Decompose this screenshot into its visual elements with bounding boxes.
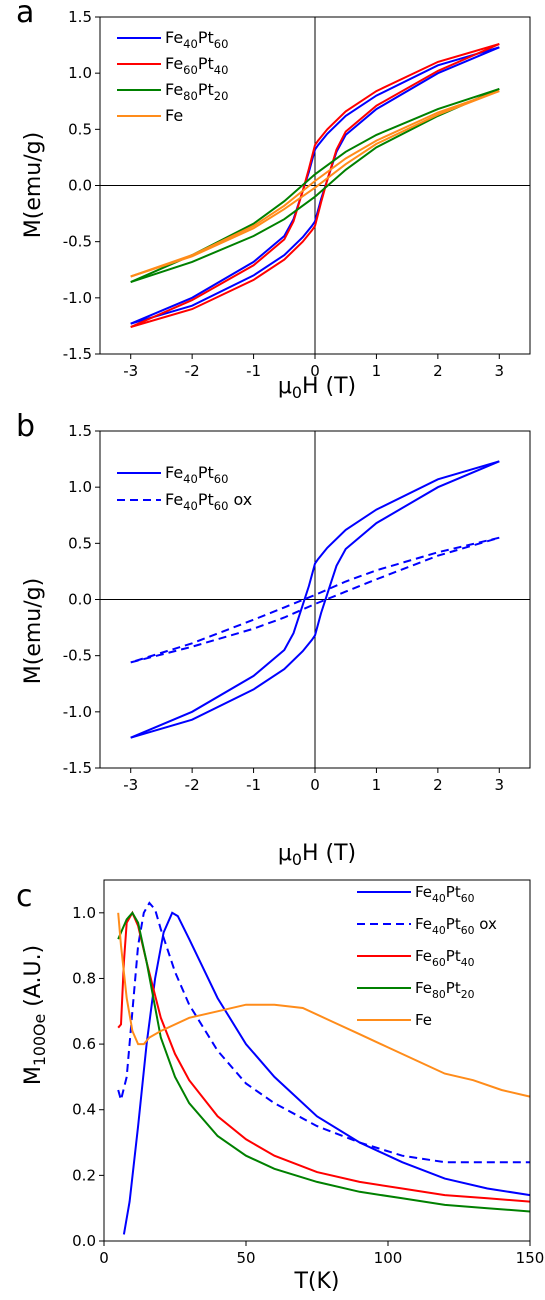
panel-c-label: c (16, 879, 33, 914)
panel-a: a -3 -2 -1 0 1 2 3 -1.5 -1.0 -0.5 0.0 0.5 1.0 1.5 Fe40… (16, 0, 531, 402)
panel-c: c 0 50 100 150 0.0 0.2 0.4 0.6 0.8 1.0 Fe40Pt60 Fe4… (16, 879, 544, 1294)
x-tick-label: -2 (185, 362, 200, 380)
legend-label-0: Fe40Pt60 (165, 28, 228, 51)
series-line-1-ascending (130, 536, 500, 664)
series-line-3-descending (130, 90, 500, 278)
x-tick-label: 1 (372, 776, 382, 794)
x-tick-label: 0 (310, 776, 320, 794)
x-tick-label: 150 (516, 1249, 545, 1267)
series-line-2 (117, 910, 531, 1203)
series-line-0-ascending (130, 460, 500, 739)
y-tick-label: 0.4 (72, 1101, 96, 1119)
x-tick-label: -3 (123, 776, 138, 794)
legend-label-3: Fe (165, 106, 183, 125)
legend-label-1: Fe60Pt40 (165, 54, 228, 77)
series-line-1-descending (130, 43, 500, 328)
y-tick-label: 1.5 (68, 8, 92, 26)
y-tick-label: 0.2 (72, 1166, 96, 1184)
x-tick-label: 0 (99, 1249, 109, 1267)
y-tick-label: 1.0 (68, 478, 92, 496)
plot-b-xlabel: μ0H (T) (278, 841, 356, 869)
plot-c-xlabel: T(K) (293, 1269, 339, 1294)
y-tick-label: 0.8 (72, 969, 96, 987)
legend-label-2: Fe60Pt40 (415, 947, 475, 969)
y-tick-label: 0.0 (68, 177, 92, 195)
plot-a-ylabel: M(emu/g) (21, 132, 46, 238)
x-tick-label: 50 (236, 1249, 255, 1267)
legend-label-0: Fe40Pt60 (165, 463, 228, 486)
y-tick-label: -1.5 (63, 345, 92, 363)
x-tick-label: -3 (123, 362, 138, 380)
plot-b: -3 -2 -1 0 1 2 3 -1.5 -1.0 -0.5 0.0 0.5 1.0 1.5 Fe40Pt… (63, 422, 531, 794)
x-tick-label: -2 (185, 776, 200, 794)
plot-c-ylabel: M100Oe (A.U.) (21, 945, 49, 1085)
series-line-3-ascending (130, 90, 500, 278)
x-tick-label: 3 (495, 776, 505, 794)
legend-label-1: Fe40Pt60 ox (415, 915, 497, 937)
x-tick-label: 2 (433, 362, 443, 380)
series-line-2-ascending (130, 87, 500, 284)
x-tick-label: 3 (495, 362, 505, 380)
plot-a: -3 -2 -1 0 1 2 3 -1.5 -1.0 -0.5 0.0 0.5 1.0 1.5 Fe40Pt… (63, 8, 531, 380)
x-tick-label: 100 (374, 1249, 403, 1267)
series-line-1 (117, 901, 530, 1164)
y-tick-label: -1.0 (63, 703, 92, 721)
panel-b: b -3 -2 -1 0 1 2 3 -1.5 -1.0 -0.5 0.0 0.5 1.0 1.5 Fe40… (16, 409, 531, 869)
series-line-0 (122, 911, 531, 1235)
panel-a-label: a (16, 0, 34, 30)
plot-c: 0 50 100 150 0.0 0.2 0.4 0.6 0.8 1.0 Fe40Pt60 Fe40P… (72, 879, 545, 1267)
legend-label-0: Fe40Pt60 (415, 883, 475, 905)
legend-label-2: Fe80Pt20 (165, 80, 228, 103)
legend-label-3: Fe80Pt20 (415, 979, 475, 1001)
x-tick-label: 0 (310, 362, 320, 380)
y-tick-label: 1.0 (68, 64, 92, 82)
y-tick-label: 0.0 (68, 591, 92, 609)
series-line-1-descending (130, 536, 500, 664)
y-tick-label: -1.5 (63, 759, 92, 777)
y-tick-label: -0.5 (63, 233, 92, 251)
x-tick-label: -1 (246, 776, 261, 794)
plot-a-xlabel: μ0H (T) (278, 374, 356, 402)
y-tick-label: 0.6 (72, 1035, 96, 1053)
series-line-3 (117, 911, 531, 1213)
y-tick-label: 1.0 (72, 904, 96, 922)
x-tick-label: 1 (372, 362, 382, 380)
y-tick-label: -1.0 (63, 289, 92, 307)
plot-frame (103, 879, 531, 1242)
panel-b-label: b (16, 409, 35, 444)
x-tick-label: -1 (246, 362, 261, 380)
series-line-0-descending (130, 460, 500, 739)
y-tick-label: 0.5 (68, 534, 92, 552)
plot-b-ylabel: M(emu/g) (21, 578, 46, 684)
x-tick-label: 2 (433, 776, 443, 794)
y-tick-label: 0.5 (68, 120, 92, 138)
legend-label-1: Fe40Pt60 ox (165, 490, 252, 513)
series-line-4 (117, 912, 531, 1098)
y-tick-label: -0.5 (63, 647, 92, 665)
series-line-1-ascending (130, 43, 500, 328)
legend-label-4: Fe (415, 1011, 432, 1029)
y-tick-label: 1.5 (68, 422, 92, 440)
y-tick-label: 0.0 (72, 1232, 96, 1250)
